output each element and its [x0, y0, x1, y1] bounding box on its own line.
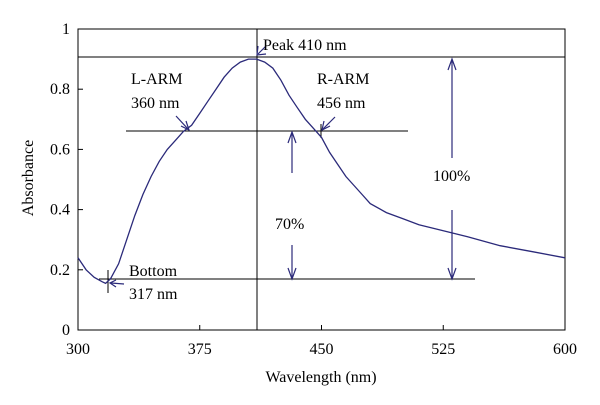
x-tick-label: 375 [188, 341, 212, 358]
bottom-title: Bottom [129, 263, 178, 280]
y-tick-label: 0.2 [50, 262, 70, 279]
y-tick-label: 1 [62, 21, 70, 38]
percent-70-label: 70% [275, 216, 304, 233]
l-arm-value: 360 nm [131, 95, 180, 112]
x-axis: 300 375 450 525 600 [66, 325, 577, 358]
bottom-value: 317 nm [129, 286, 178, 303]
peak-annotation: Peak 410 nm [263, 37, 347, 54]
x-tick-label: 450 [310, 341, 334, 358]
percent-100-label: 100% [433, 168, 470, 185]
y-tick-label: 0.6 [50, 141, 70, 158]
x-tick-label: 600 [553, 341, 577, 358]
y-tick-label: 0.8 [50, 81, 70, 98]
y-axis: 0 0.2 0.4 0.6 0.8 1 [50, 21, 83, 339]
annotation-arrows [108, 45, 457, 288]
x-tick-label: 525 [431, 341, 455, 358]
l-arm-title: L-ARM [131, 71, 183, 88]
x-axis-title: Wavelength (nm) [265, 369, 376, 386]
x-tick-label: 300 [66, 341, 90, 358]
absorbance-series-line [77, 58, 566, 285]
r-arm-title: R-ARM [317, 71, 369, 88]
r-arm-value: 456 nm [317, 95, 366, 112]
y-tick-label: 0 [62, 322, 70, 339]
y-tick-label: 0.4 [50, 202, 70, 219]
y-axis-title: Absorbance [20, 140, 37, 216]
